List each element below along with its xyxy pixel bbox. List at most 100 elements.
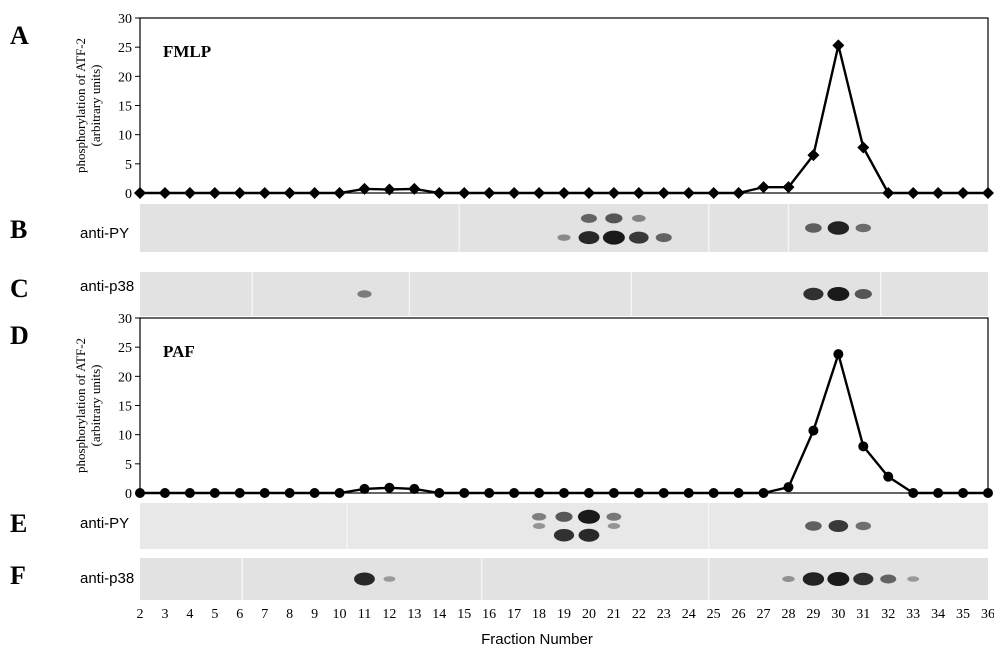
data-point [608, 488, 619, 498]
data-point [582, 187, 595, 199]
data-point [433, 187, 446, 199]
chart-d-ylabel-line2: (arbitrary units) [88, 365, 103, 447]
data-point [209, 488, 220, 498]
data-point [983, 488, 993, 498]
panel-letter-f: F [10, 561, 26, 590]
blot-e-bands [531, 509, 871, 542]
panel-letter-d: D [10, 321, 29, 350]
y-tick-label: 30 [118, 312, 132, 327]
data-point [682, 187, 695, 199]
data-point [158, 187, 171, 199]
x-axis-label: Fraction Number [481, 631, 593, 648]
blot-band [555, 511, 573, 522]
blot-e-anti-py: anti-PY [80, 503, 988, 549]
data-point [284, 488, 295, 498]
x-tick-labels: 2 3 4 5 6 7 8 9 10 11 12 13 14 15 16 17 18 19 20 21 22 23 24 25… [137, 607, 994, 622]
blot-band [607, 523, 621, 529]
data-point [509, 488, 520, 498]
data-point [932, 187, 945, 199]
data-point [434, 488, 445, 498]
data-point [408, 182, 421, 195]
data-point [857, 141, 870, 154]
data-point [808, 425, 819, 436]
data-point [607, 187, 620, 199]
x-tick-label: 2 [137, 607, 144, 622]
data-point [558, 187, 570, 199]
x-tick-label: 19 [557, 607, 571, 622]
blot-band [383, 576, 396, 582]
blot-band [602, 230, 625, 245]
blot-f-bands [354, 572, 920, 586]
y-tick-label: 20 [118, 70, 132, 85]
data-point [458, 187, 471, 199]
chart-d-frame [139, 317, 989, 494]
blot-band [354, 572, 375, 586]
data-point [933, 488, 944, 498]
chart-a-title: FMLP [163, 42, 211, 61]
x-tick-label: 15 [457, 607, 471, 622]
data-point [707, 187, 720, 199]
x-tick-label: 34 [931, 607, 945, 622]
blot-f-label: anti-p38 [80, 570, 134, 587]
blot-b-label: anti-PY [80, 225, 129, 242]
blot-band [553, 528, 575, 542]
data-point [733, 488, 744, 498]
data-point [309, 488, 320, 498]
data-point [459, 488, 470, 498]
x-tick-label: 17 [507, 607, 521, 622]
blot-band [854, 289, 872, 299]
data-point [732, 187, 745, 199]
blot-band [907, 576, 920, 582]
data-point [484, 488, 495, 498]
x-tick-label: 28 [781, 607, 795, 622]
blot-band [578, 528, 600, 542]
data-point [683, 488, 694, 498]
data-point [858, 441, 869, 452]
x-tick-label: 29 [806, 607, 820, 622]
blot-band [531, 513, 547, 521]
data-point [783, 482, 794, 493]
blot-band [855, 223, 871, 233]
data-point [957, 187, 970, 199]
blot-c-label: anti-p38 [80, 278, 134, 295]
blot-band [827, 221, 850, 235]
blot-band [827, 572, 850, 586]
blot-c-bands [357, 287, 872, 301]
y-tick-label: 10 [118, 429, 132, 444]
blot-band [606, 512, 622, 521]
data-point [233, 187, 246, 199]
x-tick-label: 20 [582, 607, 596, 622]
data-point [882, 187, 895, 199]
x-tick-label: 30 [831, 607, 845, 622]
x-tick-label: 18 [532, 607, 546, 622]
chart-a-ylabel-line1: phosphorylation of ATF-2 [73, 38, 88, 173]
chart-a-frame [139, 17, 989, 194]
data-point [708, 488, 719, 498]
blot-band [577, 509, 600, 524]
blot-band [853, 572, 874, 586]
y-tick-label: 15 [118, 400, 132, 415]
blot-e-label: anti-PY [80, 515, 129, 532]
data-point [757, 181, 770, 194]
blot-band [557, 234, 571, 241]
data-point [208, 187, 221, 199]
y-tick-label: 5 [125, 158, 132, 173]
data-point [883, 471, 894, 482]
data-point [958, 488, 969, 498]
x-tick-label: 21 [607, 607, 621, 622]
blot-band [357, 290, 372, 298]
x-tick-label: 9 [311, 607, 318, 622]
data-point [633, 488, 644, 498]
blot-band [629, 231, 649, 244]
data-point [832, 39, 845, 52]
data-point [384, 482, 395, 493]
data-point [559, 488, 569, 498]
x-tick-label: 23 [657, 607, 671, 622]
blot-band [880, 574, 897, 584]
x-tick-label: 4 [186, 607, 193, 622]
y-tick-label: 0 [125, 487, 132, 502]
data-point [259, 488, 270, 498]
data-point [632, 187, 645, 199]
data-point [583, 488, 594, 498]
x-tick-label: 8 [286, 607, 293, 622]
